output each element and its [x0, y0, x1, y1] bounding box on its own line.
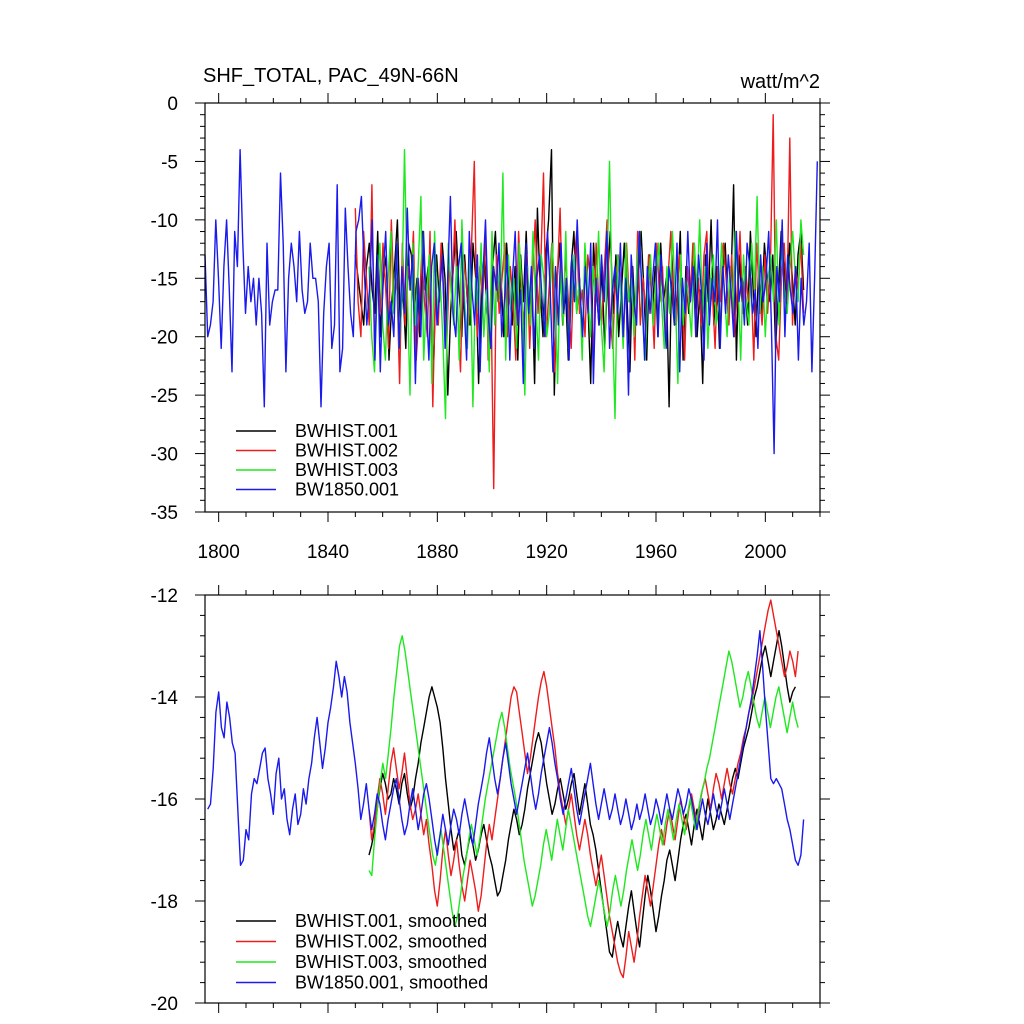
x-tick-label: 2000	[744, 542, 786, 563]
chart-title: SHF_TOTAL, PAC_49N-66N	[203, 65, 459, 87]
units-label: watt/m^2	[740, 71, 820, 93]
legend-label: BWHIST.001, smoothed	[295, 911, 487, 931]
y-tick-label: -15	[151, 269, 178, 290]
x-tick-label: 1960	[635, 542, 677, 563]
series-line-0	[368, 630, 797, 958]
x-tick-label: 1920	[526, 542, 568, 563]
y-tick-label: -25	[151, 386, 178, 407]
x-tick-label: 1800	[198, 542, 240, 563]
legend-label: BW1850.001, smoothed	[295, 973, 488, 993]
top-panel: SHF_TOTAL, PAC_49N-66N watt/m^2 1800 1840…	[151, 65, 830, 563]
plot-frame	[204, 102, 821, 513]
legend-label: BW1850.001	[295, 480, 399, 500]
x-tick-label: 1880	[416, 542, 458, 563]
y-tick-label: -14	[151, 688, 179, 709]
y-tick-label: -18	[151, 892, 178, 913]
y-tick-label: -20	[151, 994, 178, 1015]
y-tick-label: -12	[151, 586, 178, 607]
y-tick-label: -20	[151, 328, 178, 349]
y-tick-label: -16	[151, 790, 178, 811]
legend-label: BWHIST.001	[295, 421, 398, 441]
legend-label: BWHIST.003, smoothed	[295, 952, 487, 972]
legend-label: BWHIST.002, smoothed	[295, 932, 487, 952]
y-tick-label: 0	[167, 94, 178, 115]
y-tick-label: -5	[161, 152, 178, 173]
legend-label: BWHIST.003	[295, 460, 398, 480]
series-line-1	[354, 113, 805, 490]
series-line-3	[207, 630, 805, 866]
series-line-1	[368, 599, 799, 979]
y-tick-label: -10	[151, 211, 178, 232]
x-tick-label: 1840	[307, 542, 349, 563]
legend-label: BWHIST.002	[295, 441, 398, 461]
y-tick-label: -30	[151, 445, 178, 466]
series-line-3	[204, 148, 818, 455]
y-tick-label: -35	[151, 503, 178, 524]
